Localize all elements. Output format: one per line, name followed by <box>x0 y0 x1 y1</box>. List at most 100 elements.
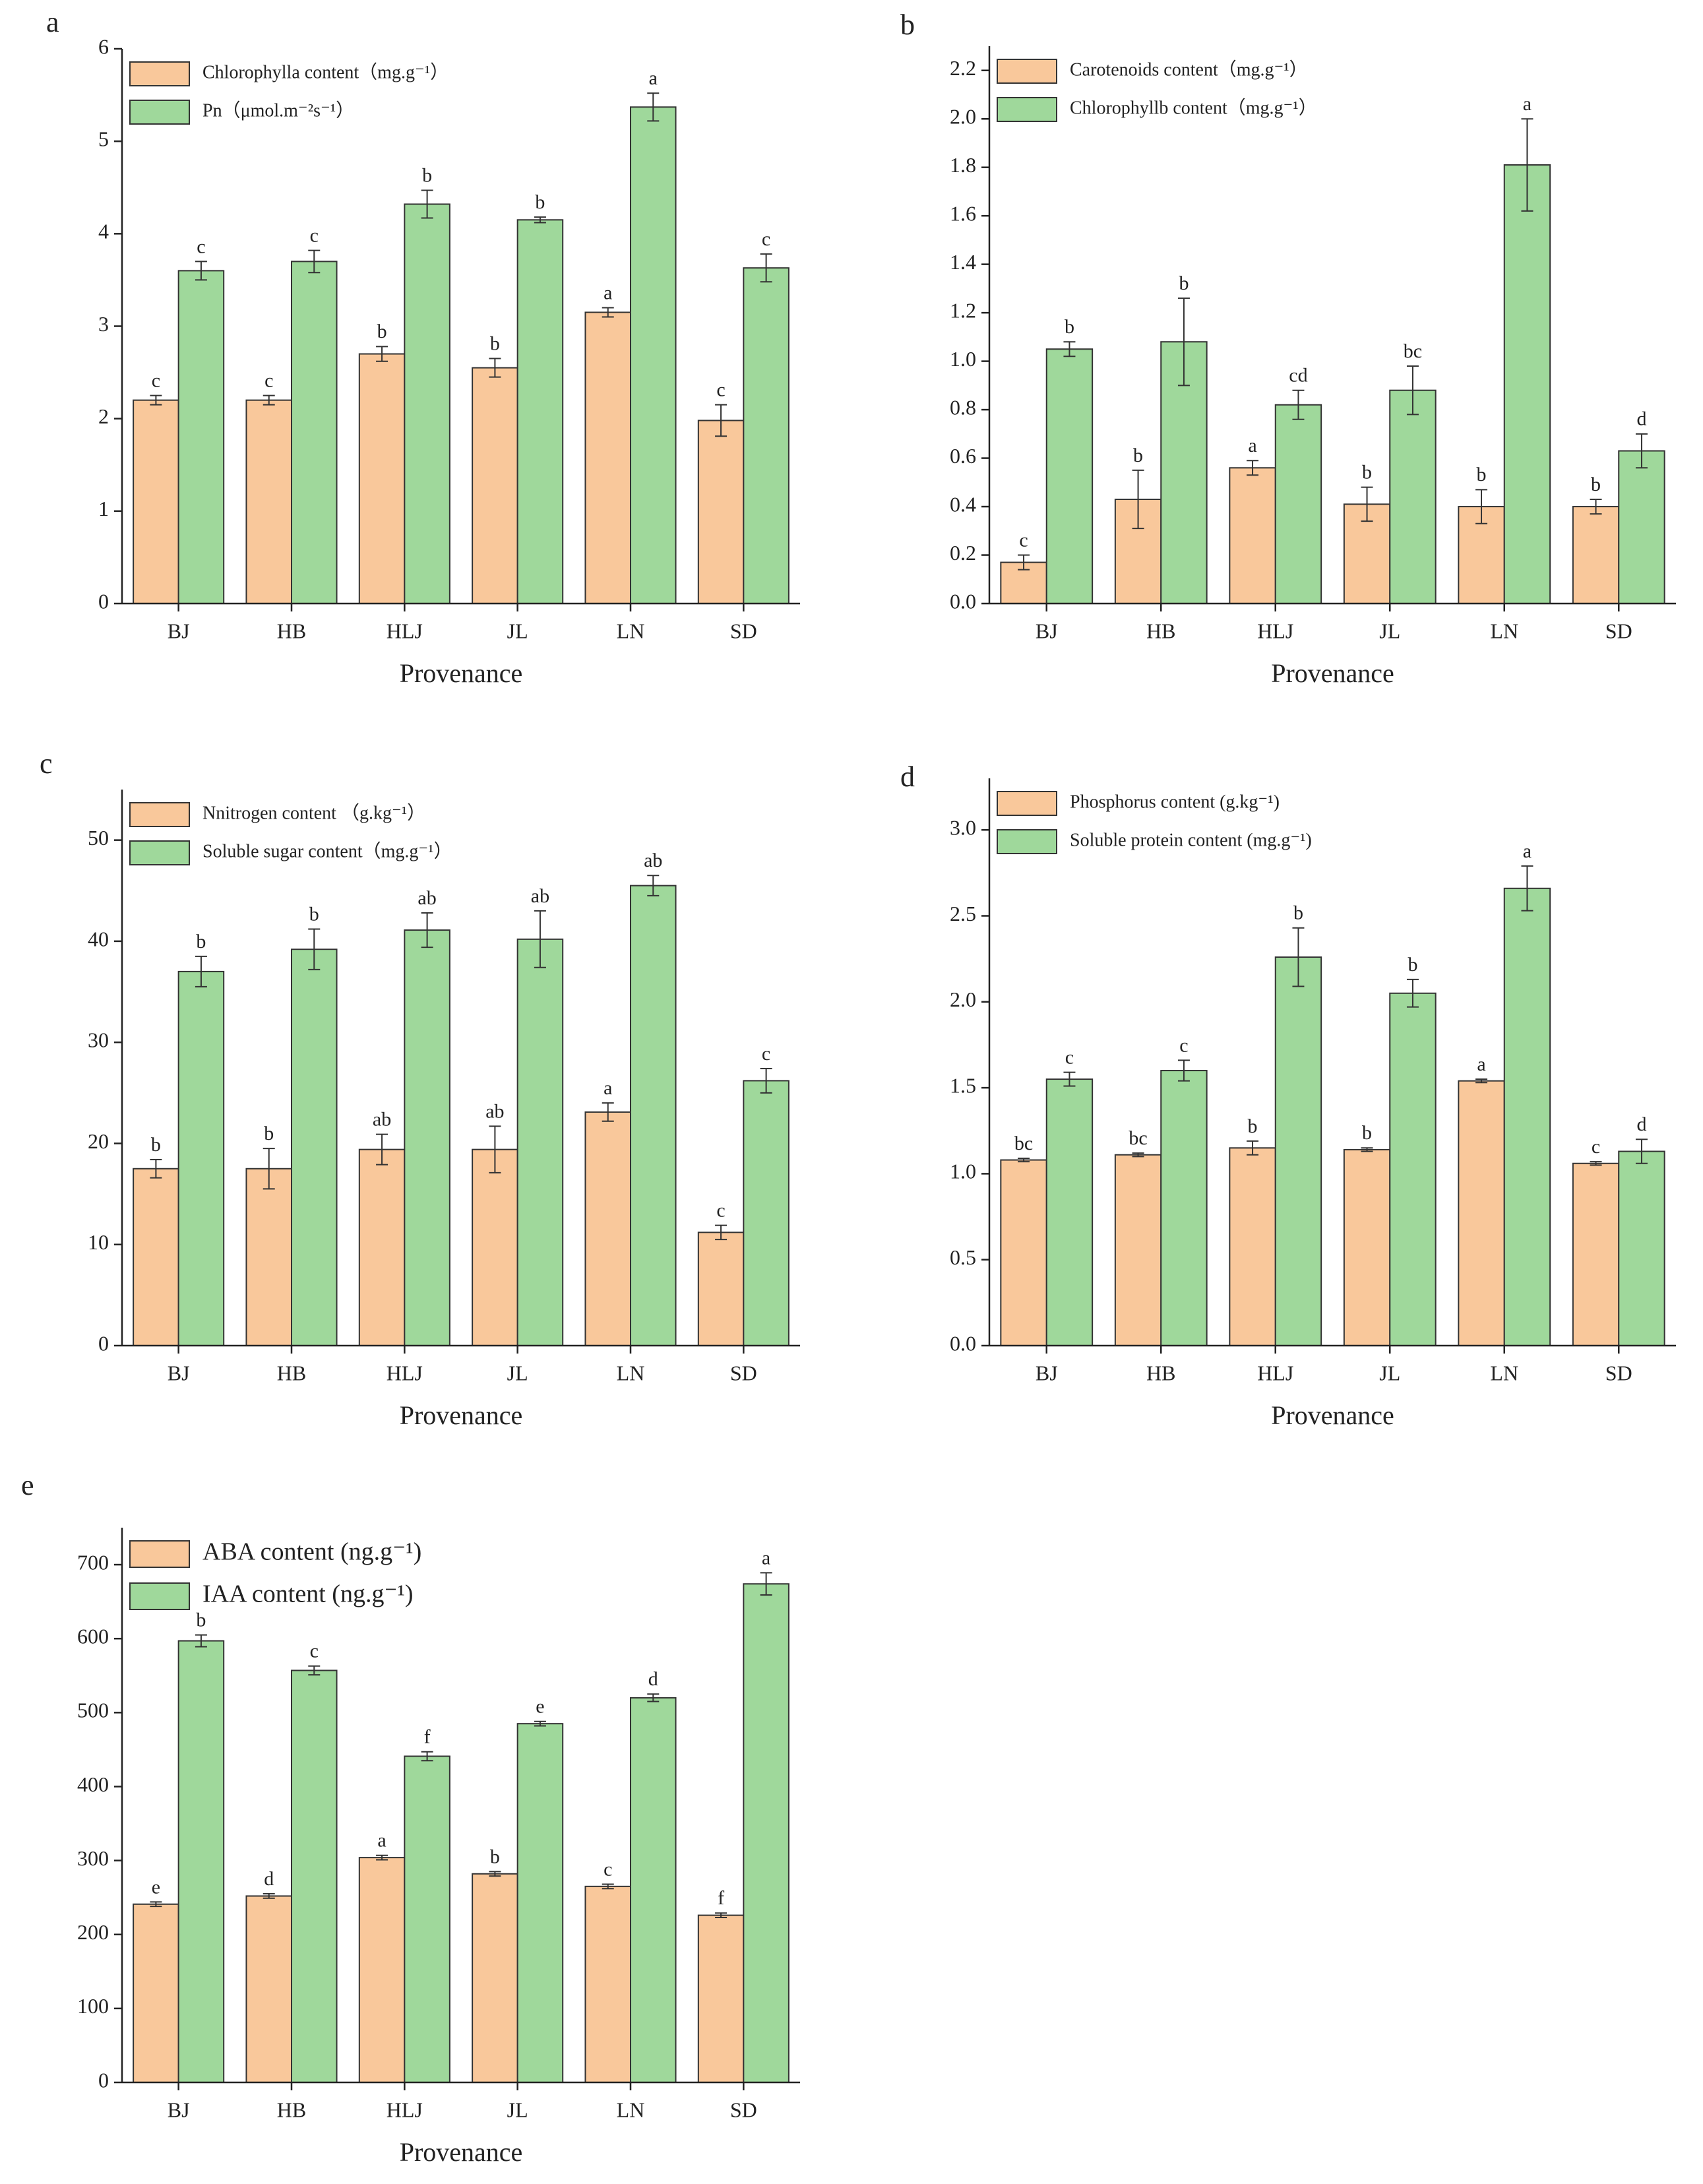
y-tick-label: 1.2 <box>950 298 976 322</box>
error-bar <box>1018 1157 1030 1163</box>
y-tick-label: 0 <box>98 589 109 613</box>
y-tick-label: 0 <box>98 1331 109 1355</box>
bar <box>472 1873 518 2083</box>
bar <box>1458 1080 1505 1346</box>
significance-letter: b <box>422 164 432 186</box>
y-tick-label: 400 <box>77 1772 109 1796</box>
panel-label: c <box>40 747 53 780</box>
bar <box>291 261 338 604</box>
panel: d0.00.51.01.52.02.53.0BJbccHBbccHLJbbJLb… <box>900 761 1676 1430</box>
bar <box>404 929 450 1346</box>
bar <box>1045 348 1094 604</box>
bar <box>1229 467 1276 604</box>
significance-letter: c <box>716 1199 725 1221</box>
y-tick-label: 0.8 <box>950 395 976 419</box>
bar <box>516 1723 564 2083</box>
x-axis-label: Provenance <box>400 1400 523 1430</box>
x-tick-label: BJ <box>168 619 190 642</box>
significance-letter: b <box>1133 445 1143 466</box>
y-tick-label: 3 <box>98 312 109 336</box>
significance-letter: c <box>310 1640 319 1662</box>
error-bar <box>489 1125 501 1173</box>
bar <box>1274 956 1322 1346</box>
significance-letter: b <box>1477 464 1487 485</box>
error-bar <box>150 1158 162 1179</box>
x-tick-label: HLJ <box>387 2098 423 2121</box>
bar <box>177 270 225 604</box>
x-tick-label: JL <box>507 619 528 642</box>
y-tick-label: 2.0 <box>950 105 976 129</box>
significance-letter: cd <box>1289 365 1307 387</box>
error-bar <box>715 1912 728 1918</box>
significance-letter: d <box>648 1668 658 1690</box>
y-tick-label: 1.5 <box>950 1073 976 1097</box>
error-bar <box>647 92 660 122</box>
y-tick-label: 1.6 <box>950 202 976 226</box>
x-tick-label: HB <box>277 2098 306 2121</box>
bar <box>1160 1070 1208 1346</box>
error-bar <box>1247 460 1259 476</box>
bar <box>1000 1159 1047 1346</box>
significance-letter: b <box>309 903 319 925</box>
y-tick-label: 3.0 <box>950 816 976 840</box>
error-bar <box>1521 865 1533 912</box>
error-bar <box>602 1883 614 1890</box>
error-bar <box>1406 978 1419 1008</box>
panel: e 0 100 200 300 400 500 600 700 BJ e b HB d c HLJ a f JL b e… <box>21 1469 800 2167</box>
bar <box>1572 1162 1620 1346</box>
x-tick-label: JL <box>1379 619 1400 642</box>
error-bar <box>489 358 501 378</box>
x-tick-label: SD <box>1605 1361 1632 1385</box>
x-tick-label: LN <box>1490 619 1518 642</box>
bar <box>245 1168 293 1346</box>
significance-letter: b <box>196 931 206 952</box>
legend-label: Nnitrogen content （g.kg⁻¹） <box>202 802 425 823</box>
y-tick-label: 300 <box>77 1846 109 1870</box>
significance-letter: bc <box>1404 340 1422 362</box>
y-tick-label: 100 <box>77 1994 109 2018</box>
significance-letter: a <box>762 1547 770 1569</box>
x-tick-label: SD <box>730 1361 757 1385</box>
y-tick-label: 1.0 <box>950 347 976 371</box>
error-bar <box>1177 297 1190 387</box>
bar <box>291 949 338 1346</box>
error-bar <box>1063 341 1076 358</box>
legend-label: IAA content (ng.g⁻¹) <box>202 1580 414 1608</box>
significance-letter: c <box>152 370 160 392</box>
error-bar <box>760 1068 772 1094</box>
error-bar <box>263 394 275 406</box>
bar <box>404 203 450 605</box>
panel: a 0 1 2 3 4 5 6 BJ c c HB c c HLJ b b JL b b LN a a SD c c Provena… <box>46 6 800 688</box>
bar <box>516 219 564 604</box>
significance-letter: c <box>264 370 273 392</box>
bar <box>743 1080 790 1346</box>
y-tick-label: 1.0 <box>950 1160 976 1183</box>
error-bar <box>1590 499 1602 515</box>
significance-letter: a <box>1477 1053 1485 1075</box>
significance-letter: bc <box>1014 1133 1033 1154</box>
panel-label: e <box>21 1469 34 1501</box>
significance-letter: e <box>152 1876 160 1898</box>
error-bar <box>1292 927 1305 987</box>
y-tick-label: 0.2 <box>950 541 976 565</box>
error-bar <box>263 1148 275 1190</box>
y-tick-label: 1 <box>98 497 109 520</box>
y-tick-label: 0.4 <box>950 492 976 516</box>
y-tick-label: 2 <box>98 404 109 428</box>
legend-label: Chlorophyllb content（mg.g⁻¹） <box>1070 97 1317 118</box>
error-bar <box>150 1901 162 1908</box>
bar <box>584 1111 632 1346</box>
significance-letter: b <box>535 191 545 213</box>
error-bar <box>1018 554 1030 571</box>
significance-letter: c <box>1019 529 1028 551</box>
y-tick-label: 0.5 <box>950 1245 976 1269</box>
error-bar <box>421 1751 433 1762</box>
x-tick-label: HB <box>1146 1361 1175 1385</box>
bar <box>472 367 518 604</box>
significance-letter: ab <box>418 887 436 909</box>
error-bar <box>760 1572 772 1596</box>
error-bar <box>308 928 321 970</box>
error-bar <box>647 875 660 896</box>
error-bar <box>1475 489 1488 524</box>
